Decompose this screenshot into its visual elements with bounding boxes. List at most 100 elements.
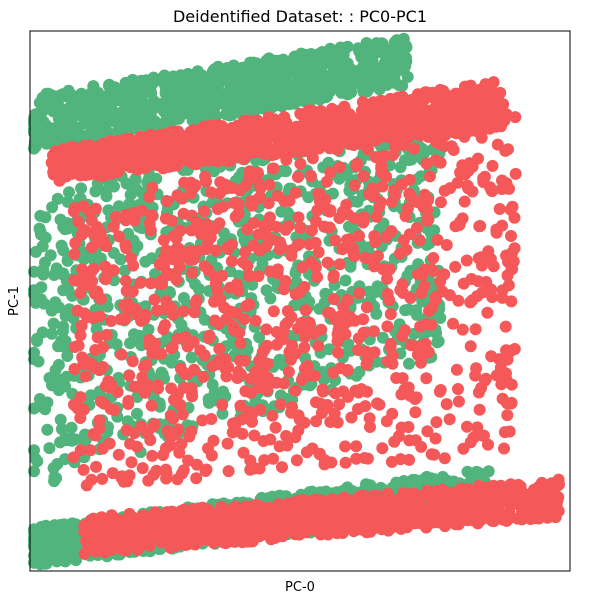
- scatter-point-red: [280, 153, 293, 166]
- scatter-point-red: [267, 305, 280, 318]
- scatter-point-red: [170, 273, 183, 286]
- scatter-point-red: [434, 275, 447, 288]
- scatter-point-red: [481, 306, 494, 319]
- scatter-point-green: [393, 43, 406, 55]
- scatter-point-red: [332, 346, 344, 359]
- scatter-point-red: [479, 78, 492, 91]
- scatter-point-red: [156, 274, 168, 287]
- scatter-point-red: [205, 449, 218, 462]
- scatter-point-red: [240, 179, 253, 192]
- scatter-point-green: [363, 285, 375, 298]
- scatter-point-green: [298, 49, 311, 62]
- scatter-point-green: [311, 76, 324, 89]
- scatter-point-red: [53, 174, 66, 187]
- scatter-point-red: [153, 147, 166, 160]
- scatter-point-red: [394, 453, 407, 466]
- scatter-point-red: [119, 274, 132, 287]
- scatter-point-red: [270, 220, 283, 233]
- scatter-point-red: [276, 461, 288, 474]
- scatter-point-red: [96, 472, 109, 485]
- scatter-point-green: [262, 79, 275, 92]
- scatter-point-red: [87, 428, 100, 441]
- scatter-point-green: [187, 86, 200, 99]
- scatter-point-red: [348, 212, 361, 225]
- scatter-point-green: [74, 89, 87, 102]
- scatter-point-red: [460, 254, 473, 267]
- scatter-point-red: [172, 398, 185, 410]
- scatter-point-red: [83, 139, 95, 152]
- scatter-point-red: [418, 280, 431, 293]
- scatter-point-red: [240, 300, 253, 312]
- scatter-point-red: [273, 243, 286, 256]
- scatter-point-green: [98, 115, 111, 128]
- scatter-point-green: [34, 209, 47, 222]
- scatter-point-green: [342, 66, 354, 79]
- scatter-point-red: [123, 469, 136, 482]
- scatter-point-red: [126, 355, 139, 368]
- scatter-point-green: [36, 326, 49, 339]
- scatter-point-red: [234, 127, 247, 140]
- scatter-point-red: [266, 118, 279, 131]
- scatter-point-red: [280, 125, 292, 138]
- scatter-point-red: [449, 108, 462, 121]
- scatter-point-red: [98, 397, 110, 410]
- scatter-point-red: [360, 358, 373, 371]
- scatter-point-red: [97, 341, 110, 354]
- scatter-point-red: [151, 379, 164, 392]
- scatter-point-red: [222, 243, 235, 255]
- scatter-point-red: [496, 291, 509, 304]
- scatter-point-red: [161, 424, 174, 437]
- scatter-point-green: [44, 548, 57, 560]
- scatter-point-red: [419, 337, 432, 350]
- scatter-point-green: [122, 227, 135, 240]
- scatter-point-red: [292, 171, 304, 183]
- scatter-point-red: [146, 347, 159, 360]
- scatter-point-red: [314, 397, 327, 410]
- scatter-point-red: [312, 246, 325, 259]
- scatter-point-green: [291, 83, 304, 96]
- scatter-point-red: [366, 182, 379, 195]
- scatter-point-green: [107, 247, 120, 259]
- scatter-point-red: [421, 212, 434, 225]
- scatter-point-green: [52, 384, 65, 397]
- scatter-point-green: [301, 94, 314, 107]
- scatter-point-green: [46, 201, 59, 214]
- scatter-point-green: [44, 249, 57, 262]
- scatter-point-red: [283, 346, 296, 358]
- scatter-point-green: [432, 335, 445, 348]
- scatter-point-green: [253, 331, 266, 344]
- scatter-point-red: [466, 294, 479, 307]
- scatter-point-red: [260, 229, 272, 241]
- scatter-point-red: [471, 421, 484, 434]
- scatter-point-green: [224, 91, 237, 104]
- scatter-point-red: [457, 277, 470, 290]
- scatter-point-red: [294, 221, 307, 234]
- scatter-point-green: [41, 423, 54, 436]
- scatter-point-red: [289, 384, 302, 397]
- scatter-point-green: [233, 171, 246, 184]
- scatter-point-green: [45, 327, 58, 340]
- scatter-point-green: [332, 74, 345, 87]
- scatter-point-red: [452, 294, 465, 307]
- scatter-point-red: [198, 260, 211, 273]
- scatter-point-red: [434, 196, 447, 209]
- scatter-point-green: [79, 428, 91, 441]
- scatter-point-red: [112, 448, 125, 461]
- scatter-point-red: [76, 158, 89, 171]
- scatter-point-red: [181, 368, 194, 381]
- scatter-point-green: [305, 85, 318, 98]
- scatter-point-green: [56, 325, 69, 338]
- scatter-point-red: [67, 451, 80, 464]
- scatter-point-red: [168, 147, 181, 160]
- scatter-point-green: [341, 481, 354, 494]
- scatter-point-red: [178, 176, 191, 189]
- scatter-point-green: [198, 110, 210, 123]
- scatter-point-red: [173, 224, 186, 237]
- scatter-point-red: [232, 365, 245, 378]
- scatter-point-green: [247, 56, 260, 69]
- scatter-point-green: [143, 99, 156, 112]
- scatter-point-green: [417, 473, 430, 486]
- scatter-point-red: [68, 248, 81, 260]
- scatter-point-green: [364, 62, 377, 75]
- scatter-point-red: [97, 234, 110, 247]
